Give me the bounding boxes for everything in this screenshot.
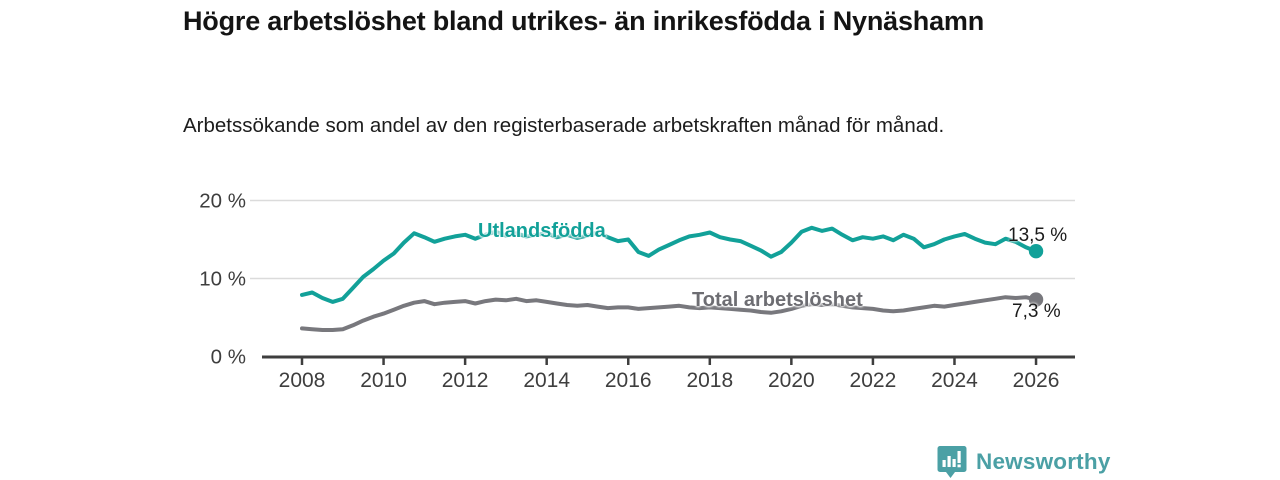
- series-end-dot: [1028, 292, 1044, 307]
- bar-chart-speech-bubble-icon: [937, 446, 967, 478]
- series-line-total: [300, 295, 1038, 332]
- x-tick-label: 2012: [442, 369, 489, 392]
- end-value-total-arbetsloshet: 7,3 %: [1012, 301, 1061, 322]
- brand-name: Newsworthy: [976, 449, 1111, 474]
- chart-title: Högre arbetslöshet bland utrikes- än inr…: [183, 6, 984, 36]
- chart-subtitle: Arbetssökande som andel av den registerb…: [183, 114, 945, 137]
- x-tick-label: 2010: [360, 369, 407, 392]
- series-line-utlandsfodda: [300, 225, 1038, 304]
- series-label-total-arbetsloshet: Total arbetslöshet: [692, 289, 863, 311]
- x-tick-label: 2020: [768, 369, 815, 392]
- y-tick-label: 10 %: [199, 268, 246, 291]
- series-label-utlandsfodda: Utlandsfödda: [478, 220, 606, 242]
- x-tick-label: 2022: [850, 369, 897, 392]
- x-tick-label: 2008: [279, 369, 326, 392]
- series-end-dot: [1028, 244, 1044, 259]
- y-tick-label: 0 %: [211, 346, 246, 369]
- x-tick-label: 2016: [605, 369, 652, 392]
- newsworthy-logo: Newsworthy: [937, 445, 1111, 479]
- x-tick-label: 2026: [1013, 369, 1060, 392]
- x-tick-label: 2014: [523, 369, 570, 392]
- y-tick-label: 20 %: [199, 190, 246, 213]
- end-value-utlandsfodda: 13,5 %: [1008, 225, 1068, 246]
- x-tick-label: 2024: [931, 369, 978, 392]
- x-tick-label: 2018: [686, 369, 733, 392]
